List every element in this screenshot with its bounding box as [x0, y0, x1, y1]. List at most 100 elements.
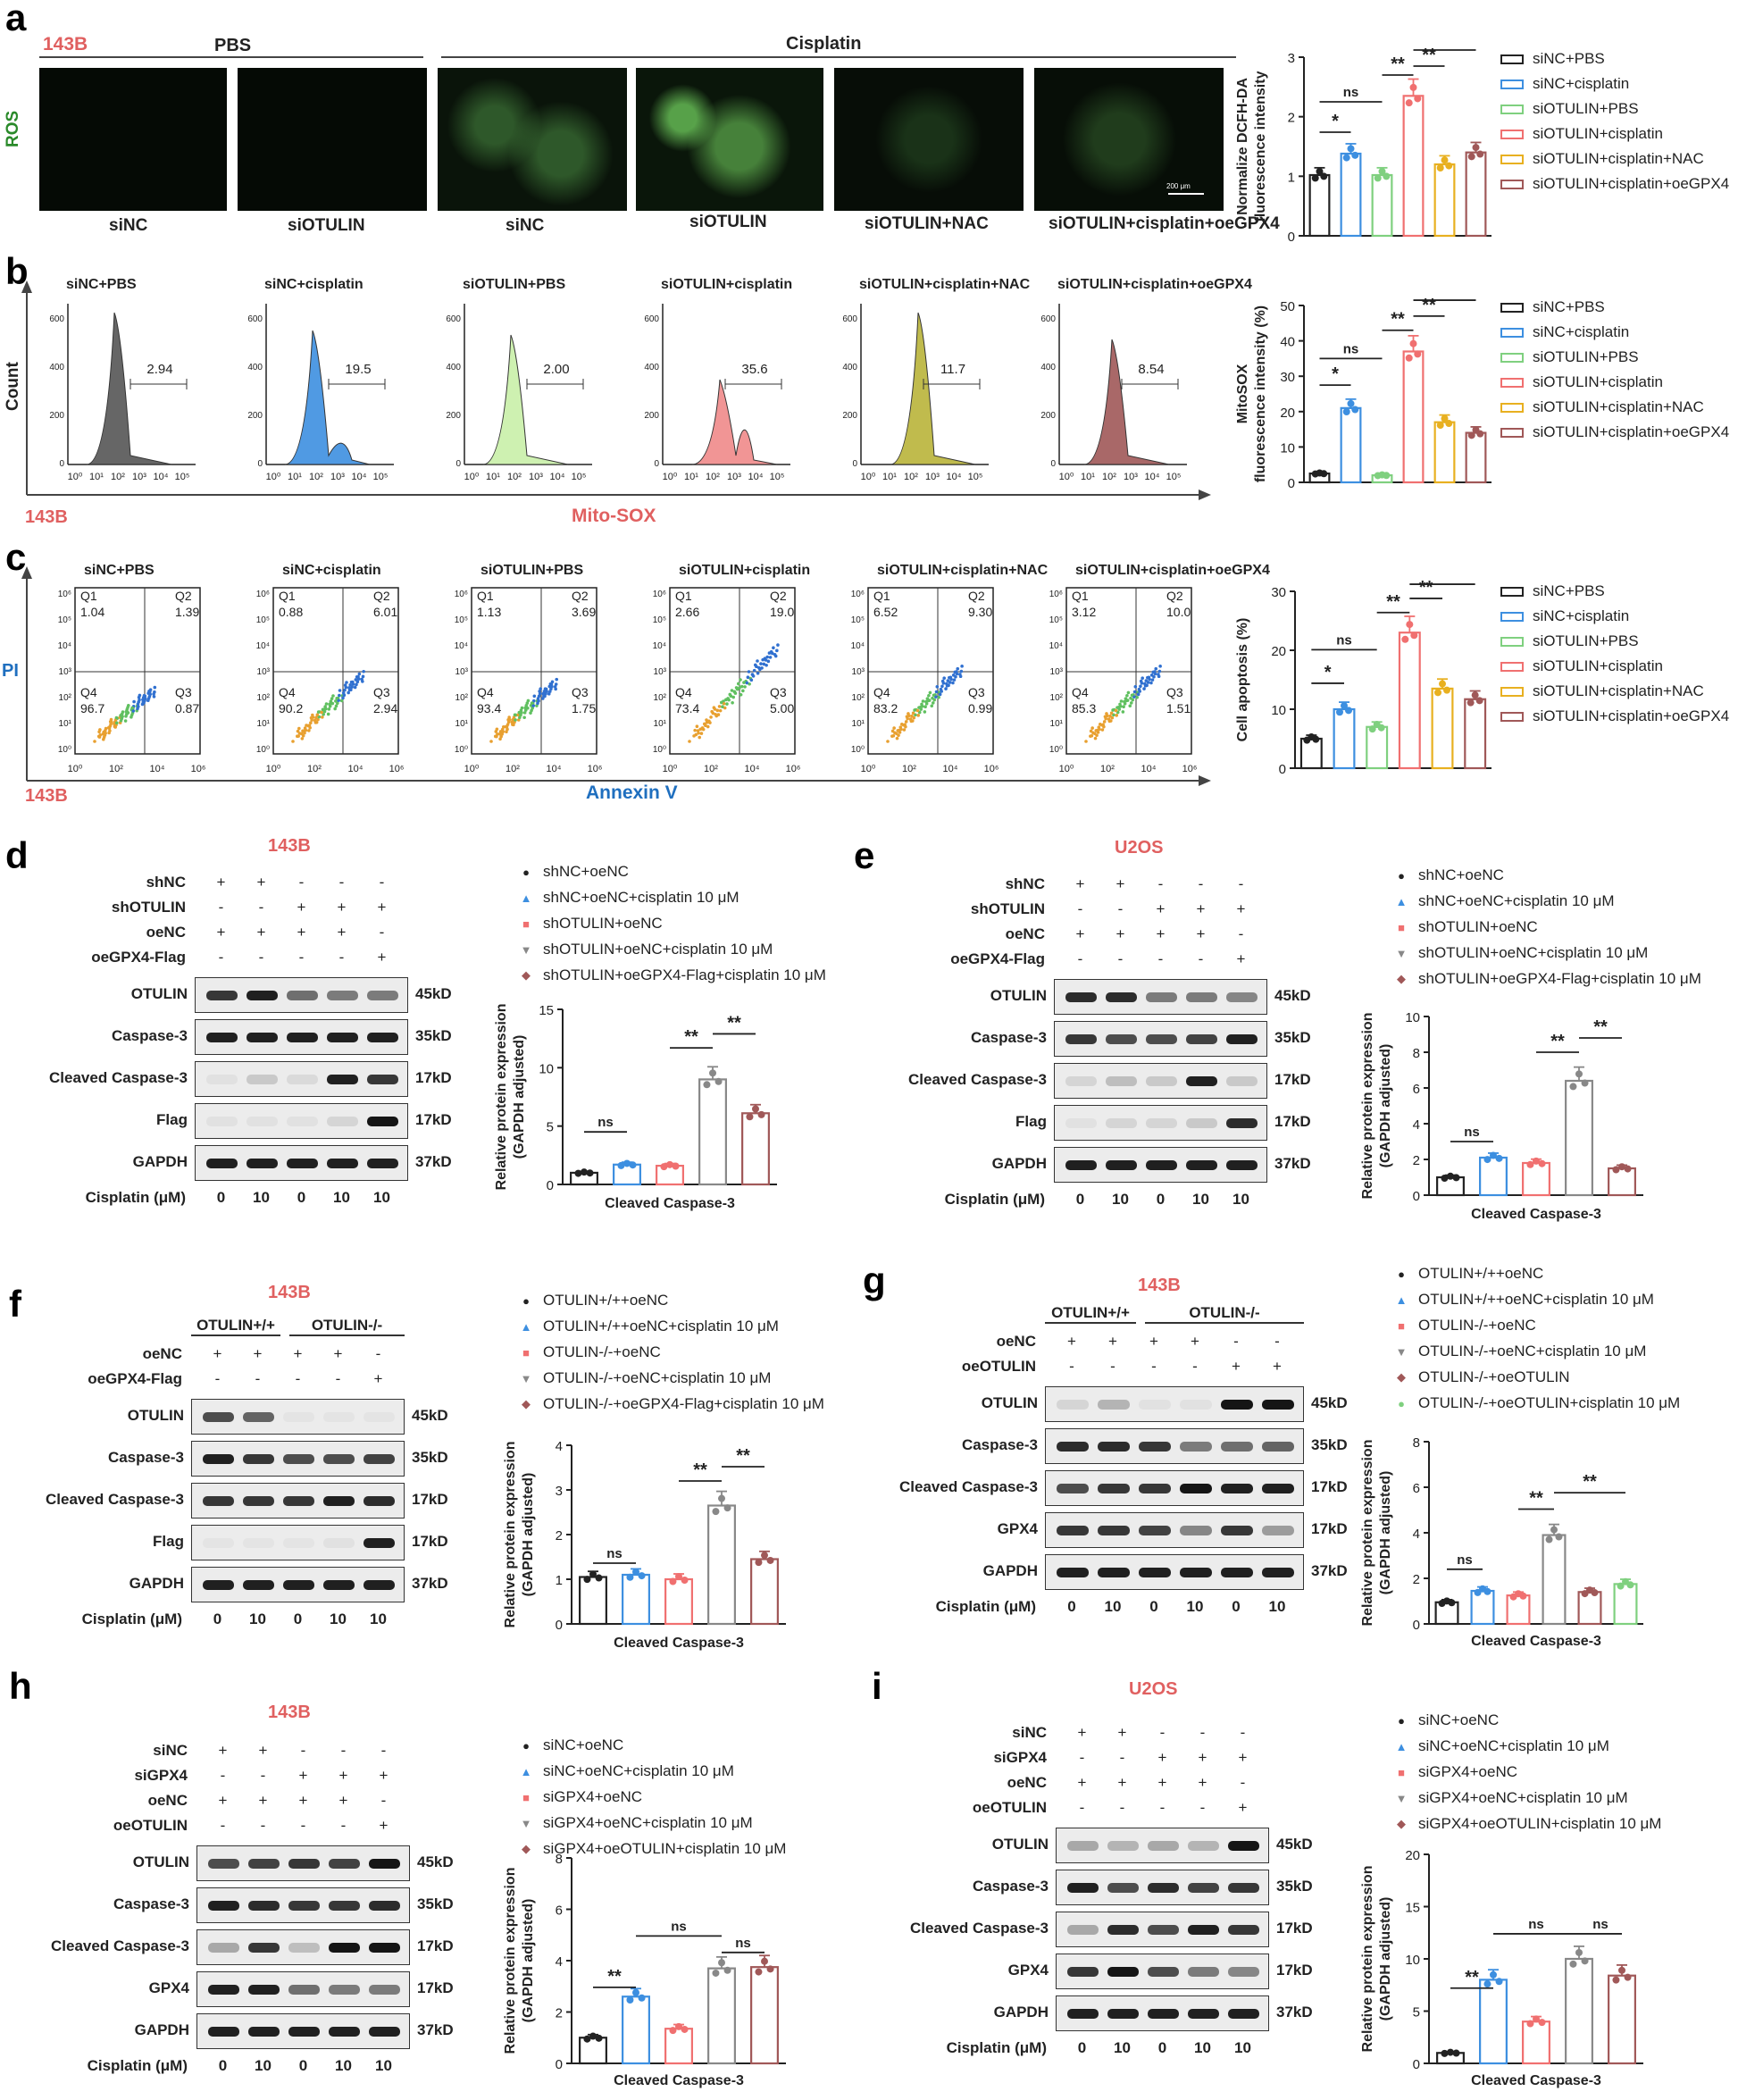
plot-frame — [867, 587, 994, 755]
legend-label: OTULIN-/-+oeNC — [1418, 1317, 1536, 1334]
protein-band — [243, 1538, 274, 1548]
y-tick-label: 4 — [1413, 1527, 1420, 1542]
treatment-sign: - — [214, 1370, 221, 1387]
plot-frame — [74, 587, 201, 755]
legend-label: OTULIN-/-+oeGPX4-Flag+cisplatin 10 μM — [543, 1395, 824, 1412]
protein-band — [1057, 1568, 1089, 1577]
treatment-sign: + — [333, 1345, 343, 1362]
treatment-sign: - — [1157, 950, 1164, 967]
legend-label: shOTULIN+oeNC+cisplatin 10 μM — [543, 941, 773, 958]
treatment-label: oeNC — [996, 1333, 1036, 1350]
bar — [1522, 1161, 1550, 1197]
quadrant-label: Q4 — [477, 685, 494, 699]
cell-dot — [353, 685, 357, 690]
treatment-sign: + — [1156, 900, 1166, 917]
legend-label: siOTULIN+cisplatin+NAC — [1533, 398, 1704, 415]
cell-dot — [743, 685, 747, 689]
treatment-sign: + — [213, 1345, 222, 1362]
molecular-weight: 17kD — [415, 1111, 452, 1128]
data-point — [1347, 145, 1355, 153]
protein-band — [1065, 1160, 1097, 1170]
treatment-sign: + — [1067, 1333, 1076, 1350]
cell-dot — [320, 710, 323, 715]
legend-label: siNC+cisplatin — [1533, 75, 1630, 92]
data-point — [660, 1163, 668, 1171]
legend-label: siNC+oeNC — [543, 1736, 624, 1753]
molecular-weight: 17kD — [412, 1491, 448, 1508]
cell-dot — [520, 711, 523, 715]
data-point — [1533, 2015, 1540, 2023]
data-point — [1550, 1526, 1558, 1534]
legend-label: siOTULIN+cisplatin — [1533, 657, 1663, 674]
legend-item: ■ siGPX4+oeNC — [518, 1788, 642, 1806]
data-point — [1406, 621, 1414, 629]
cell-dot — [727, 698, 731, 702]
y-tick-label: 10⁴ — [455, 641, 468, 651]
cell-dot — [343, 688, 347, 692]
sig-label: ** — [607, 1967, 622, 1987]
band-label: Cleaved Caspase-3 — [910, 1920, 1049, 1937]
molecular-weight: 17kD — [1274, 1113, 1311, 1130]
y-tick-label: 0 — [556, 1618, 563, 1633]
molecular-weight: 45kD — [417, 1853, 454, 1870]
chart-i: 0 5 10 15 20 Relative protein expression (GAPD… — [1360, 1848, 1643, 2088]
cell-dot — [321, 715, 324, 719]
cell-dot — [313, 721, 318, 724]
bar — [1436, 1175, 1465, 1197]
legend-marker — [1500, 686, 1524, 697]
cell-dot — [916, 714, 921, 717]
y-tick-label: 2 — [1413, 1153, 1420, 1168]
cell-dot — [498, 737, 502, 741]
treatment-sign: + — [1115, 875, 1125, 892]
blot-strip — [191, 1441, 405, 1477]
cell-dot — [904, 720, 908, 724]
cisplatin-label: Cisplatin (μM) — [935, 1598, 1036, 1615]
bar — [750, 1966, 779, 2065]
cell-dot — [93, 740, 96, 743]
data-point — [1311, 174, 1319, 182]
legend-marker — [1500, 179, 1524, 189]
molecular-weight: 17kD — [1311, 1478, 1348, 1495]
blot-strip — [191, 1525, 405, 1560]
cell-dot — [1133, 685, 1138, 689]
data-point — [595, 2034, 603, 2042]
data-point — [1519, 1592, 1527, 1600]
cell-dot — [1146, 675, 1149, 680]
y-tick-label: 30 — [1280, 370, 1295, 385]
cell-dot — [940, 684, 944, 689]
pbs-line — [39, 56, 423, 58]
legend-label: siOTULIN+cisplatin+oeGPX4 — [1533, 175, 1730, 192]
bar — [1470, 1589, 1495, 1626]
quadrant-label: Q3 — [175, 685, 192, 699]
legend-marker: ◆ — [522, 968, 531, 982]
treatment-sign: - — [1238, 875, 1244, 892]
legend-label: siNC+cisplatin — [1533, 323, 1630, 340]
band-label: Caspase-3 — [970, 1029, 1047, 1046]
protein-band — [1228, 2009, 1259, 2019]
cell-dot — [892, 726, 896, 730]
cisplatin-label: Cisplatin (μM) — [81, 1611, 182, 1627]
treatment-sign: - — [1159, 1799, 1166, 1816]
cell-dot — [945, 683, 949, 688]
molecular-weight: 37kD — [417, 2021, 454, 2038]
legend-item: ● siNC+oeNC — [518, 1736, 623, 1754]
legend-item: ▼ OTULIN-/-+oeNC+cisplatin 10 μM — [518, 1369, 772, 1387]
cell-dot — [339, 699, 344, 703]
cell-dot — [495, 727, 499, 732]
cell-dot — [756, 659, 759, 663]
data-point — [1351, 151, 1359, 159]
cisplatin-header: Cisplatin — [786, 34, 862, 54]
cisplatin-dose: 10 — [1234, 2039, 1251, 2056]
y-tick-label: 10³ — [1050, 667, 1064, 677]
y-tick-label: 8 — [1413, 1435, 1420, 1451]
image-label-2: siOTULIN — [288, 216, 365, 235]
cell-dot — [520, 706, 524, 710]
annexin-axis-label: Annexin V — [586, 782, 678, 803]
x-tick-label: 10³ — [925, 472, 940, 482]
protein-band — [248, 2027, 280, 2037]
blot-strip — [1054, 1147, 1267, 1183]
data-point — [672, 1162, 680, 1170]
treatment-sign: + — [256, 924, 266, 941]
data-point — [1490, 1151, 1497, 1159]
cell-dot — [1099, 723, 1104, 727]
